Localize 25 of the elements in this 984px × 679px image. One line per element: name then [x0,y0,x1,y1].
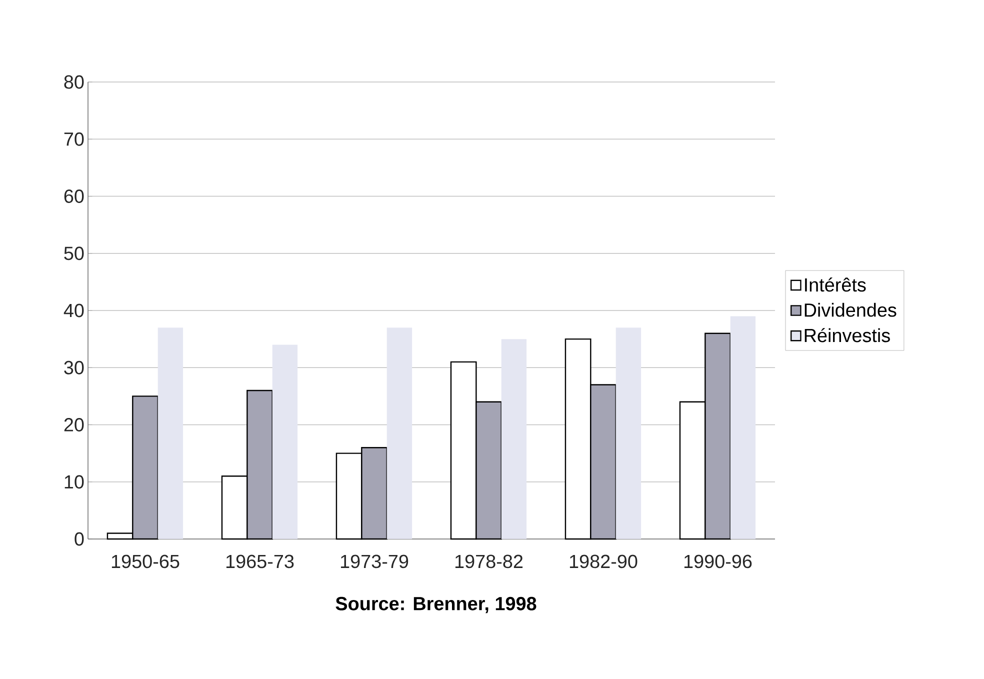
legend-label: Intérêts [805,278,866,292]
x-tick-label: 1973-79 [340,554,408,568]
bar [272,344,298,539]
x-tick-label: 1990-96 [684,554,752,568]
x-tick-label: 1950-65 [112,554,180,568]
bar [616,328,642,539]
bar [501,339,527,539]
y-tick-label: 20 [64,418,84,432]
bar [386,328,412,539]
y-tick-label: 70 [64,132,84,146]
y-tick-label: 10 [64,475,84,489]
y-tick-label: 0 [74,532,84,546]
x-tick-label: 1982-90 [570,554,638,568]
y-tick-label: 80 [64,75,84,89]
x-tick-label: 1965-73 [226,554,294,568]
y-tick-label: 40 [64,304,84,318]
y-tick-label: 30 [64,360,84,374]
x-tick-label: 1978-82 [455,554,523,568]
bar [158,328,184,539]
text: Source: Brenner, 1998 [336,596,536,614]
bar [730,316,756,539]
y-tick-label: 60 [64,190,84,203]
legend-label: Réinvestis [804,328,890,342]
y-tick-label: 50 [64,246,84,260]
legend-label: Dividendes [804,302,896,317]
